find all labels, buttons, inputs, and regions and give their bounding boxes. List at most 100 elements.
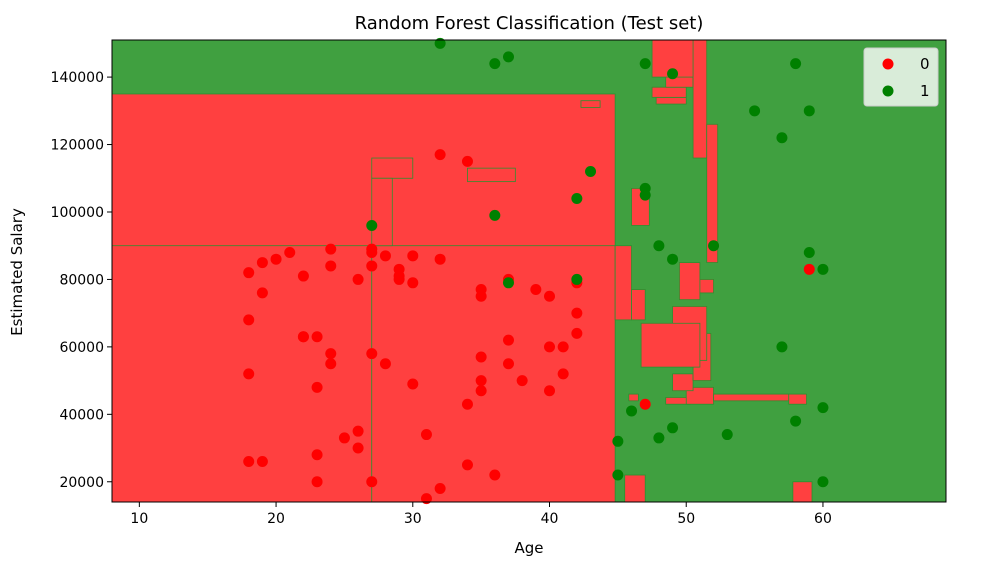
plot-frame (111, 39, 947, 503)
point-class-0 (379, 250, 391, 262)
y-axis-label: Estimated Salary (8, 208, 26, 336)
point-class-0 (407, 250, 419, 262)
point-class-0 (352, 442, 364, 454)
point-class-0 (311, 476, 323, 488)
point-class-0 (366, 246, 378, 258)
point-class-0 (571, 307, 583, 319)
point-class-1 (434, 37, 446, 49)
legend: 0 1 (863, 47, 939, 107)
point-class-0 (338, 432, 350, 444)
point-class-1 (502, 51, 514, 63)
point-class-1 (612, 435, 624, 447)
region-class-0-19 (672, 373, 694, 392)
legend-marker-1 (882, 85, 894, 97)
point-class-0 (311, 381, 323, 393)
region-class-0-3 (614, 245, 632, 321)
point-class-0 (297, 270, 309, 282)
point-class-0 (420, 429, 432, 441)
point-class-1 (803, 105, 815, 117)
point-class-0 (325, 348, 337, 360)
point-class-1 (585, 166, 597, 178)
point-class-0 (352, 425, 364, 437)
point-class-0 (243, 368, 255, 380)
region-class-0-17 (713, 393, 790, 402)
point-class-0 (243, 456, 255, 468)
point-class-0 (243, 267, 255, 279)
point-class-1 (571, 273, 583, 285)
point-class-0 (420, 493, 432, 505)
point-class-1 (817, 476, 829, 488)
x-tick-label: 20 (267, 511, 285, 527)
point-class-0 (475, 375, 487, 387)
y-tick-label: 120000 (51, 138, 104, 154)
point-class-0 (352, 273, 364, 285)
point-class-1 (626, 405, 638, 417)
point-class-0 (407, 277, 419, 289)
y-tick-label: 100000 (51, 205, 104, 221)
legend-label-0: 0 (920, 55, 930, 73)
point-class-0 (284, 246, 296, 258)
point-class-0 (297, 331, 309, 343)
point-class-1 (366, 219, 378, 231)
region-class-0-18 (788, 393, 807, 405)
region-class-0-10 (624, 474, 646, 503)
region-class-0-25 (692, 39, 708, 159)
point-class-0 (407, 378, 419, 390)
region-class-0-2 (371, 245, 616, 503)
point-class-1 (749, 105, 761, 117)
data-points (243, 37, 829, 505)
y-tick-label: 80000 (59, 272, 104, 288)
point-class-0 (530, 284, 542, 296)
point-class-1 (667, 253, 679, 265)
point-class-0 (325, 358, 337, 370)
point-class-0 (544, 290, 556, 302)
point-class-0 (256, 257, 268, 269)
point-class-0 (502, 358, 514, 370)
region-class-0-5 (371, 157, 414, 179)
x-tick-label: 60 (814, 511, 832, 527)
region-class-0-26 (706, 123, 719, 263)
point-class-1 (639, 58, 651, 70)
point-class-0 (270, 253, 282, 265)
point-class-1 (667, 68, 679, 80)
region-class-0-11 (628, 393, 639, 402)
region-class-0-6 (371, 177, 393, 247)
point-class-1 (721, 429, 733, 441)
legend-marker-0 (882, 58, 894, 70)
chart-title: Random Forest Classification (Test set) (355, 13, 704, 34)
region-class-0-27 (640, 322, 701, 368)
point-class-0 (366, 476, 378, 488)
legend-box (863, 47, 939, 107)
region-class-0-1 (111, 245, 373, 503)
point-class-1 (817, 402, 829, 414)
point-class-0 (557, 368, 569, 380)
point-class-1 (667, 422, 679, 434)
point-class-0 (434, 253, 446, 265)
point-class-0 (544, 341, 556, 353)
x-axis-label: Age (514, 539, 543, 557)
point-class-1 (653, 240, 665, 252)
point-class-1 (790, 58, 802, 70)
y-tick-label: 20000 (59, 475, 104, 491)
point-class-0 (379, 358, 391, 370)
point-class-0 (461, 398, 473, 410)
point-class-0 (434, 483, 446, 495)
point-class-1 (653, 432, 665, 444)
point-class-0 (475, 385, 487, 397)
point-class-0 (557, 341, 569, 353)
point-class-0 (803, 263, 815, 275)
point-class-0 (639, 398, 651, 410)
point-class-1 (803, 246, 815, 258)
point-class-0 (256, 456, 268, 468)
point-class-0 (461, 155, 473, 167)
point-class-0 (243, 314, 255, 326)
point-class-1 (776, 132, 788, 144)
point-class-0 (325, 243, 337, 255)
point-class-1 (776, 341, 788, 353)
point-class-0 (434, 149, 446, 161)
y-tick-label: 60000 (59, 340, 104, 356)
decision-regions-class-0 (111, 39, 813, 503)
point-class-1 (489, 58, 501, 70)
x-tick-label: 40 (541, 511, 559, 527)
